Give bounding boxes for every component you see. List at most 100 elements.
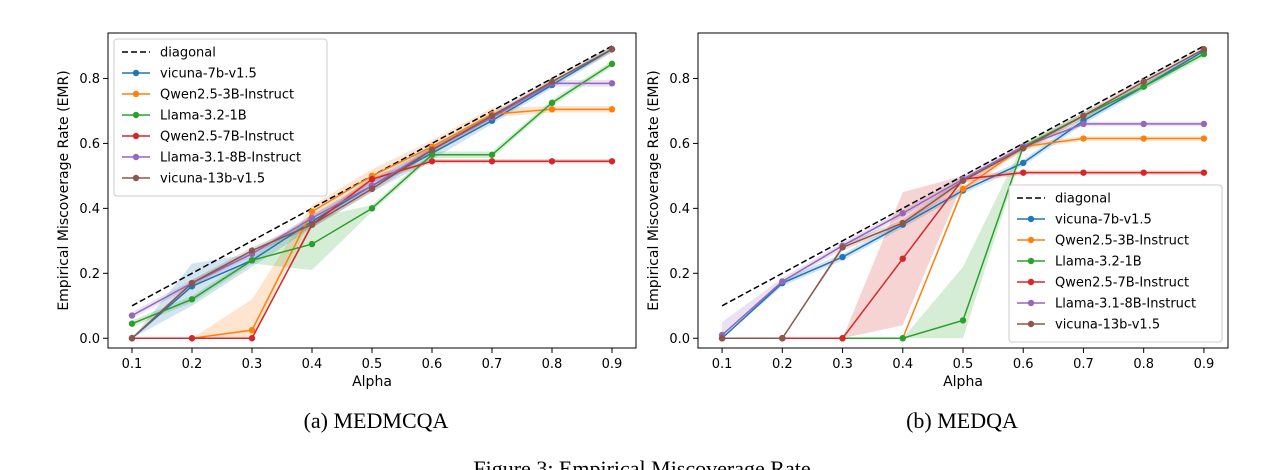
data-point [718, 335, 726, 342]
data-point [368, 205, 376, 212]
legend-marker [132, 90, 140, 98]
legend-entry: Qwen2.5-7B-Instruct [160, 130, 294, 145]
data-point [428, 146, 436, 154]
y-tick-label: 0.0 [79, 332, 100, 347]
data-point [608, 158, 616, 165]
legend-entry: Qwen2.5-3B-Instruct [160, 88, 294, 103]
subplot-caption-a: (a) MEDMCQA [304, 408, 449, 433]
data-point [839, 253, 846, 261]
x-tick-label: 0.4 [892, 357, 913, 372]
legend-entry: Qwen2.5-7B-Instruct [1055, 276, 1189, 291]
y-tick-label: 0.4 [79, 202, 100, 217]
data-point [1020, 159, 1027, 167]
x-tick-label: 0.7 [482, 357, 503, 372]
legend-marker [1027, 320, 1035, 328]
data-point [368, 175, 376, 183]
data-point [548, 99, 556, 107]
panel-medmcqa: 0.1 0.2 0.3 0.4 0.5 0.6 0.7 0.8 0.9 0.0 0.2 0.4 0.6 0… [56, 32, 637, 390]
legend-marker [1027, 278, 1035, 286]
data-point [1200, 50, 1208, 58]
plot-area [718, 45, 1208, 342]
legend-box [113, 38, 328, 197]
x-tick-label: 0.7 [1073, 357, 1094, 372]
data-point [488, 151, 496, 158]
data-point [1200, 135, 1208, 142]
x-tick-label: 0.3 [832, 357, 853, 372]
data-point [548, 106, 556, 113]
data-point [1080, 135, 1087, 142]
data-point [1200, 120, 1208, 128]
x-tick-label: 0.1 [712, 357, 733, 372]
data-point [188, 279, 196, 287]
legend-entry: Llama-3.1-8B-Instruct [160, 151, 301, 166]
data-point [899, 335, 906, 342]
subplot-caption-b: (b) MEDQA [906, 408, 1018, 433]
y-axis-label: Empirical Miscoverage Rate (EMR) [646, 70, 662, 310]
data-point [899, 219, 906, 227]
legend-marker [1027, 236, 1035, 244]
y-tick-label: 0.8 [669, 72, 690, 87]
data-point [548, 78, 556, 85]
legend-marker [1027, 215, 1035, 223]
x-tick-label: 0.5 [362, 357, 383, 372]
data-point [959, 185, 967, 193]
legend-entry: vicuna-7b-v1.5 [160, 67, 257, 82]
data-point [1140, 83, 1147, 90]
legend-entry: vicuna-13b-v1.5 [160, 172, 265, 187]
data-point [959, 177, 967, 184]
y-tick-label: 0.4 [669, 202, 690, 217]
data-point [1080, 120, 1087, 128]
y-axis-label: Empirical Miscoverage Rate (EMR) [56, 70, 72, 310]
data-point [248, 335, 256, 342]
y-tick-label: 0.2 [669, 267, 690, 282]
data-point [488, 158, 496, 165]
x-tick-label: 0.4 [302, 357, 323, 372]
data-point [608, 80, 616, 87]
data-point [959, 317, 967, 324]
y-tick-label: 0.6 [79, 137, 100, 152]
legend-marker [1027, 299, 1035, 307]
x-tick-label: 0.3 [242, 357, 263, 372]
data-point [608, 106, 616, 113]
x-tick-label: 0.2 [182, 357, 203, 372]
legend-entry: Llama-3.2-1B [1055, 255, 1142, 270]
data-point [608, 60, 616, 68]
data-point [899, 210, 906, 217]
data-point [1080, 169, 1087, 176]
figure-caption: Figure 3: Empirical Miscoverage Rate [473, 456, 810, 470]
x-axis-label: Alpha [352, 374, 392, 390]
legend-entry: vicuna-7b-v1.5 [1055, 213, 1152, 228]
data-point [608, 46, 616, 53]
x-tick-label: 0.1 [122, 357, 143, 372]
x-tick-label: 0.8 [542, 357, 563, 372]
legend: diagonal vicuna-7b-v1.5 Qwen2.5-3B-Instruc… [1008, 184, 1223, 343]
data-point [1080, 112, 1087, 120]
legend-entry: diagonal [1055, 192, 1111, 207]
legend-marker [132, 174, 140, 182]
legend-entry: diagonal [160, 46, 216, 61]
data-point [308, 221, 316, 228]
data-point [488, 112, 496, 120]
data-point [548, 158, 556, 165]
data-point [1200, 169, 1208, 176]
data-point [248, 247, 256, 254]
data-point [248, 257, 256, 264]
data-point [1200, 46, 1208, 53]
data-point [839, 335, 846, 342]
y-tick-label: 0.8 [79, 72, 100, 87]
data-point [248, 326, 256, 334]
legend-entry: Llama-3.2-1B [160, 109, 247, 124]
data-point [779, 335, 786, 342]
data-point [1020, 145, 1027, 152]
diagonal-line [721, 45, 1205, 307]
legend-marker [1027, 257, 1035, 265]
y-tick-label: 0.2 [79, 267, 100, 282]
legend-marker [132, 153, 140, 161]
x-tick-label: 0.9 [602, 357, 623, 372]
data-point [128, 320, 136, 327]
y-tick-label: 0.0 [669, 332, 690, 347]
legend: diagonal vicuna-7b-v1.5 Qwen2.5-3B-Instruc… [113, 38, 328, 197]
x-tick-label: 0.6 [422, 357, 443, 372]
data-point [188, 296, 196, 303]
